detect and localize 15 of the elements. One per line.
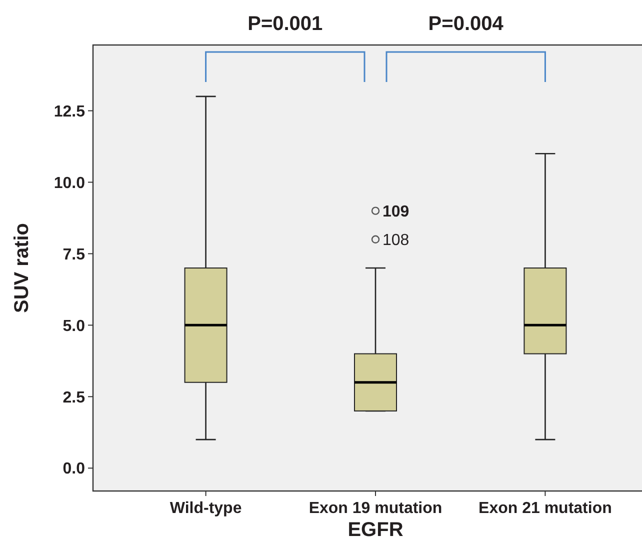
x-axis-title: EGFR xyxy=(348,519,404,541)
text: P=0.001 xyxy=(248,13,323,35)
y-axis-title: SUV ratio xyxy=(11,222,33,314)
text: P=0.004 xyxy=(428,13,504,35)
y-tick-label: 2.5 xyxy=(62,389,86,406)
y-tick-label: 5.0 xyxy=(62,318,86,335)
y-tick-label: 12.5 xyxy=(54,103,86,120)
annotation: 108 xyxy=(382,232,410,250)
y-tick-label: 10.0 xyxy=(54,174,86,192)
x-tick-label: Exon 19 mutation xyxy=(308,500,442,517)
annotation: 109 xyxy=(382,203,410,220)
y-tick-label: 7.5 xyxy=(62,246,86,264)
y-tick-label: 0.0 xyxy=(62,460,86,478)
x-tick-label: Wild-type xyxy=(170,500,242,517)
x-tick-label: Exon 21 mutation xyxy=(478,500,612,517)
